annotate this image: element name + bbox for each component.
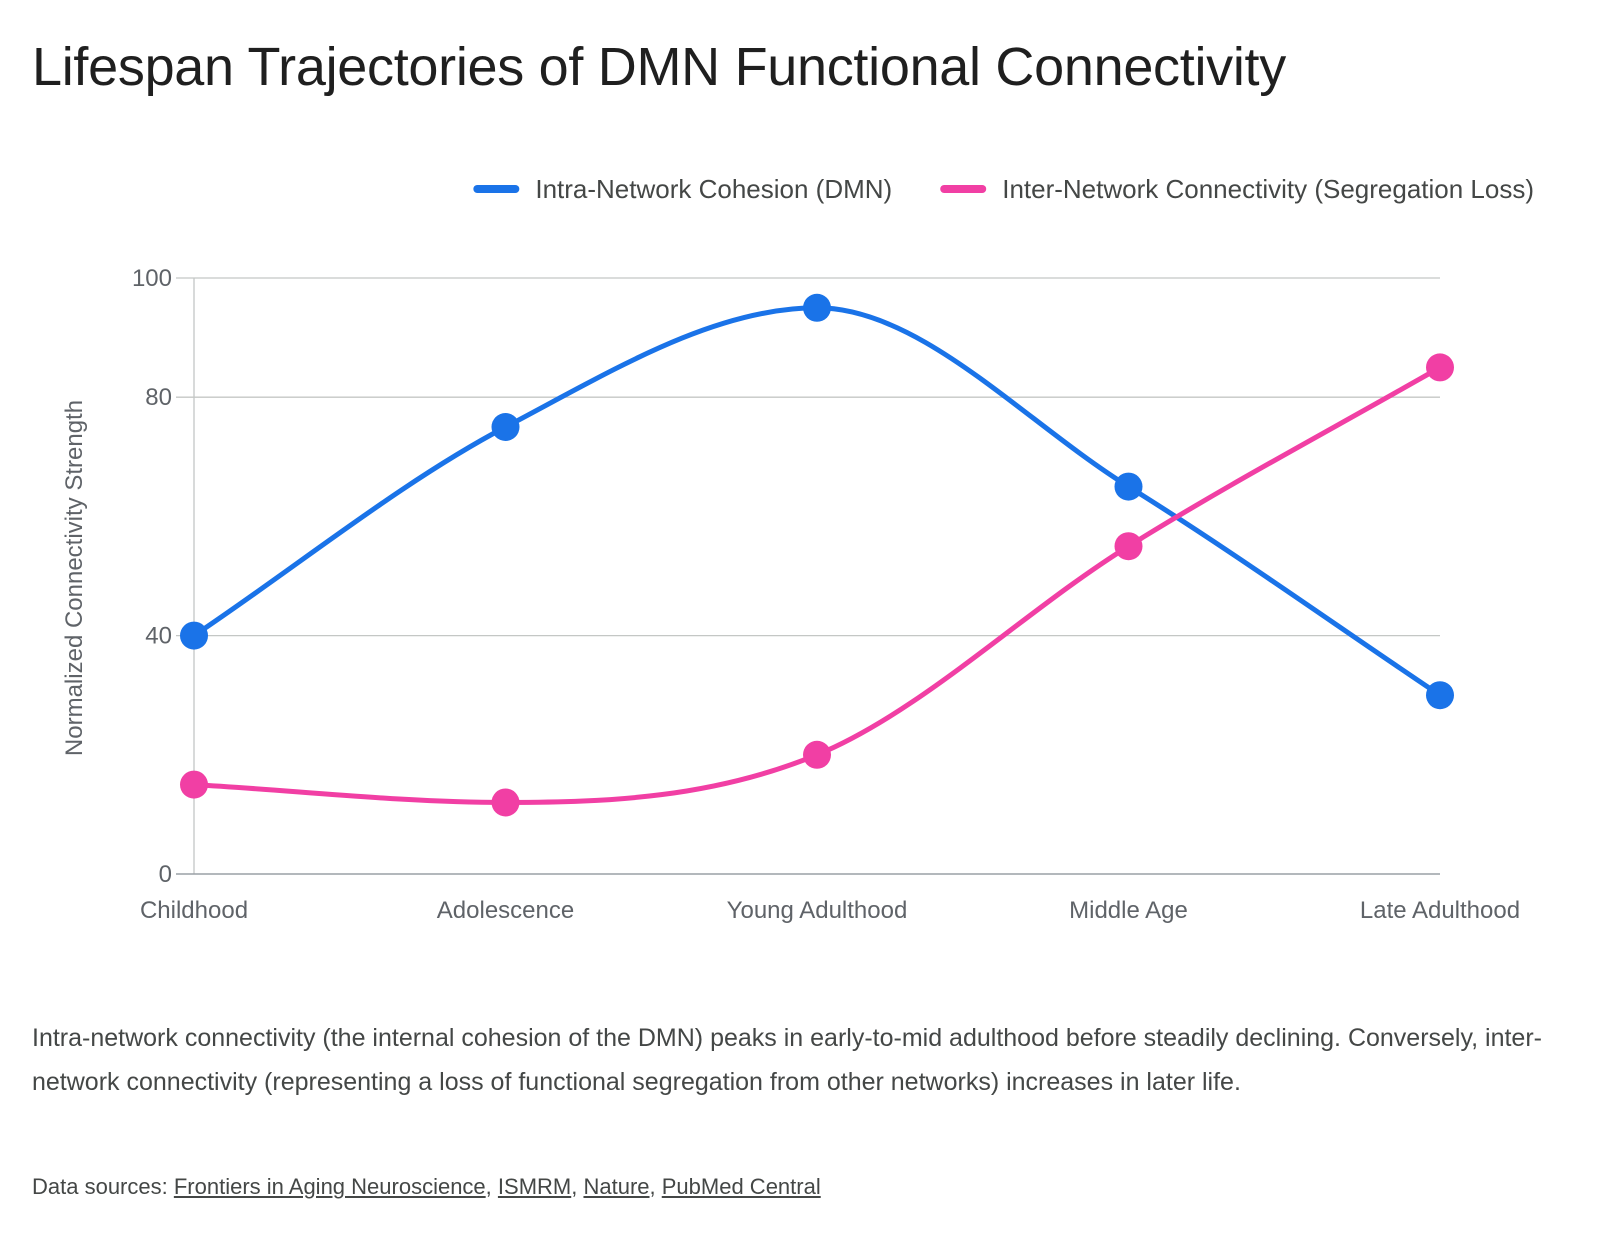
data-point-series-2 xyxy=(491,788,520,817)
source-link-ismrm[interactable]: ISMRM xyxy=(497,1174,572,1199)
data-point-series-2 xyxy=(803,740,831,769)
line-chart: Intra-Network Cohesion (DMN) Inter-Networ… xyxy=(61,174,1534,924)
legend-label-2: Inter-Network Connectivity (Segregation … xyxy=(1002,174,1534,204)
x-tick-label: Childhood xyxy=(140,897,248,924)
chart-title: Lifespan Trajectories of DMN Functional … xyxy=(32,37,1286,97)
source-separator: , xyxy=(571,1174,584,1199)
chart-legend: Intra-Network Cohesion (DMN) Inter-Networ… xyxy=(473,174,1534,204)
x-tick-label: Young Adulthood xyxy=(727,897,908,924)
x-tick-label: Adolescence xyxy=(437,897,574,924)
data-sources: Data sources: Frontiers in Aging Neurosc… xyxy=(32,1170,821,1204)
x-tick-label: Late Adulthood xyxy=(1360,897,1520,924)
source-link-nature[interactable]: Nature xyxy=(583,1174,650,1199)
series-line-1 xyxy=(191,305,1443,698)
data-point-series-1 xyxy=(491,413,520,441)
y-tick-label: 40 xyxy=(145,623,172,650)
data-point-series-2 xyxy=(1114,532,1143,561)
legend-label-1: Intra-Network Cohesion (DMN) xyxy=(535,174,892,204)
y-tick-label: 100 xyxy=(132,265,172,292)
source-separator: , xyxy=(485,1174,498,1199)
data-point-series-2 xyxy=(1426,353,1454,382)
chart-axes: 0 40 80 100 Childhood Adolescence Young Adulth… xyxy=(61,265,1520,924)
y-tick-label: 80 xyxy=(145,384,172,411)
y-axis-title: Normalized Connectivity Strength xyxy=(61,400,88,756)
series-line-2 xyxy=(191,364,1443,805)
data-point-series-1 xyxy=(803,293,831,322)
source-link-pubmed-central[interactable]: PubMed Central xyxy=(661,1174,821,1199)
chart-gridlines xyxy=(176,277,1440,637)
data-point-series-1 xyxy=(180,621,208,650)
chart-caption: Intra-network connectivity (the internal… xyxy=(32,1024,1542,1096)
source-separator: , xyxy=(649,1174,662,1199)
data-point-series-1 xyxy=(1426,681,1454,710)
data-point-series-2 xyxy=(180,770,208,799)
data-sources-prefix: Data sources: xyxy=(32,1174,174,1199)
data-point-series-1 xyxy=(1114,472,1143,501)
y-tick-label: 0 xyxy=(159,861,172,888)
x-tick-label: Middle Age xyxy=(1069,897,1188,924)
chart-series xyxy=(180,293,1454,817)
source-link-frontiers[interactable]: Frontiers in Aging Neuroscience xyxy=(173,1174,486,1199)
